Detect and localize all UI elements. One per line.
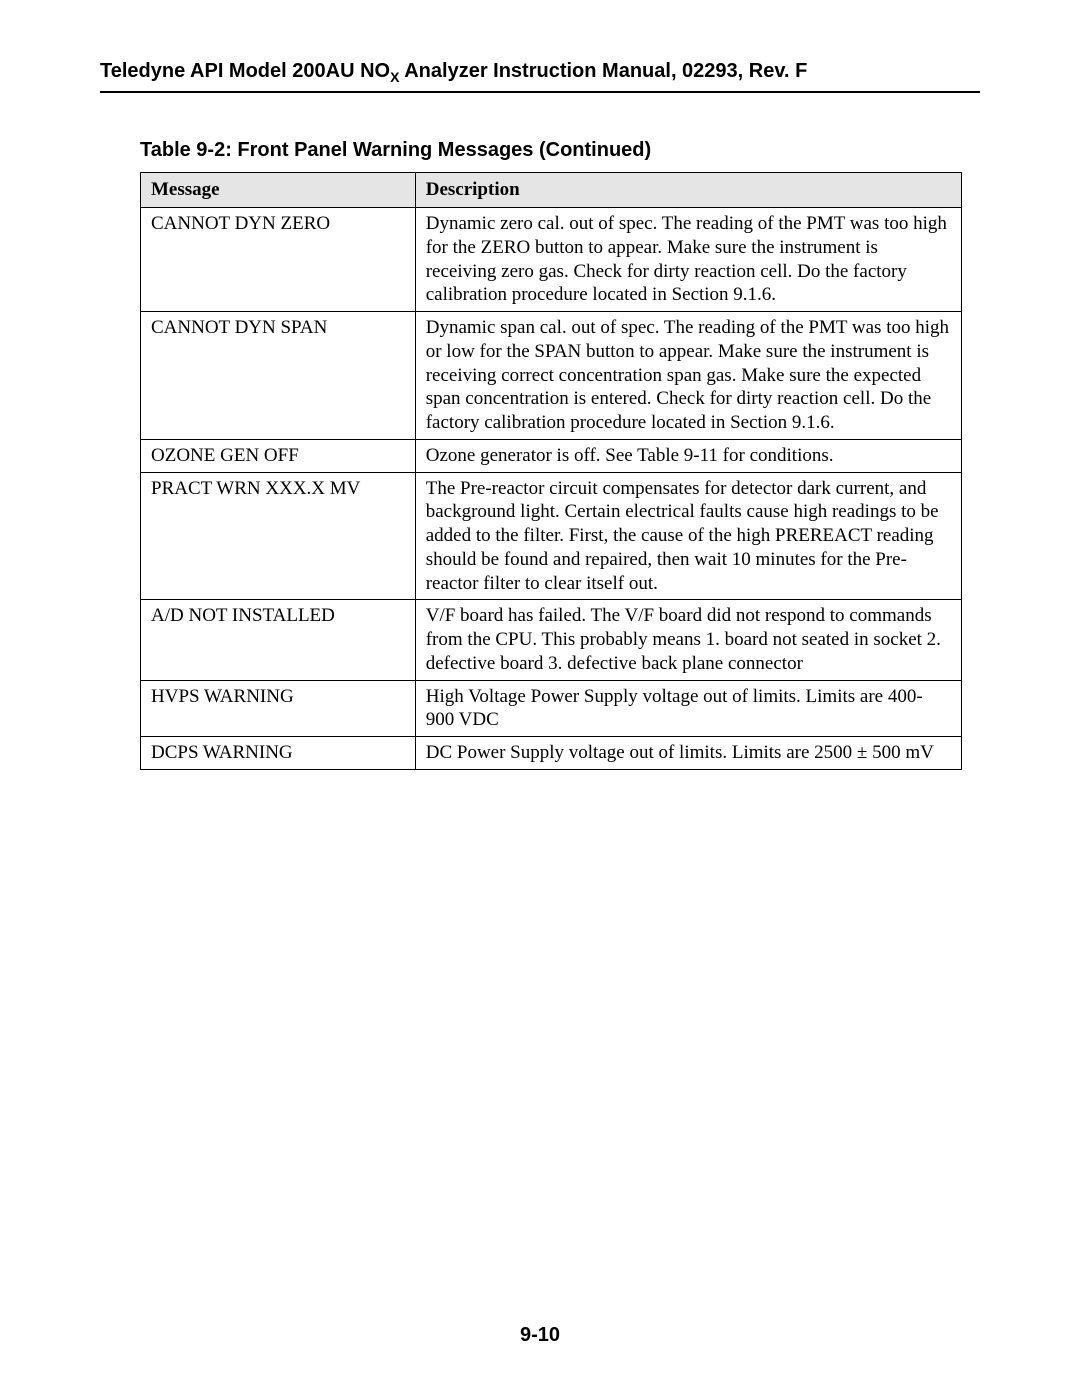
page-container: Teledyne API Model 200AU NOX Analyzer In… — [0, 0, 1080, 770]
table-header-row: Message Description — [141, 173, 962, 208]
document-title: Teledyne API Model 200AU NOX Analyzer In… — [100, 60, 807, 82]
cell-description: Ozone generator is off. See Table 9-11 f… — [415, 439, 961, 472]
warning-messages-table: Message Description CANNOT DYN ZERO Dyna… — [140, 172, 962, 770]
table-row: CANNOT DYN ZERO Dynamic zero cal. out of… — [141, 208, 962, 312]
table-row: DCPS WARNING DC Power Supply voltage out… — [141, 737, 962, 770]
cell-message: DCPS WARNING — [141, 737, 416, 770]
table-row: CANNOT DYN SPAN Dynamic span cal. out of… — [141, 312, 962, 440]
cell-message: A/D NOT INSTALLED — [141, 600, 416, 680]
table-row: A/D NOT INSTALLED V/F board has failed. … — [141, 600, 962, 680]
title-post: Analyzer Instruction Manual, 02293, Rev.… — [399, 60, 807, 82]
cell-description: Dynamic span cal. out of spec. The readi… — [415, 312, 961, 440]
cell-description: High Voltage Power Supply voltage out of… — [415, 680, 961, 737]
document-header: Teledyne API Model 200AU NOX Analyzer In… — [100, 60, 980, 93]
cell-message: HVPS WARNING — [141, 680, 416, 737]
table-row: OZONE GEN OFF Ozone generator is off. Se… — [141, 439, 962, 472]
cell-message: PRACT WRN XXX.X MV — [141, 472, 416, 600]
table-row: PRACT WRN XXX.X MV The Pre-reactor circu… — [141, 472, 962, 600]
cell-message: OZONE GEN OFF — [141, 439, 416, 472]
title-pre: Teledyne API Model 200AU NO — [100, 60, 390, 82]
cell-message: CANNOT DYN SPAN — [141, 312, 416, 440]
page-number: 9-10 — [0, 1324, 1080, 1347]
col-header-description: Description — [415, 173, 961, 208]
table-row: HVPS WARNING High Voltage Power Supply v… — [141, 680, 962, 737]
cell-description: Dynamic zero cal. out of spec. The readi… — [415, 208, 961, 312]
cell-message: CANNOT DYN ZERO — [141, 208, 416, 312]
cell-description: V/F board has failed. The V/F board did … — [415, 600, 961, 680]
cell-description: DC Power Supply voltage out of limits. L… — [415, 737, 961, 770]
cell-description: The Pre-reactor circuit compensates for … — [415, 472, 961, 600]
table-caption: Table 9-2: Front Panel Warning Messages … — [140, 139, 980, 162]
col-header-message: Message — [141, 173, 416, 208]
